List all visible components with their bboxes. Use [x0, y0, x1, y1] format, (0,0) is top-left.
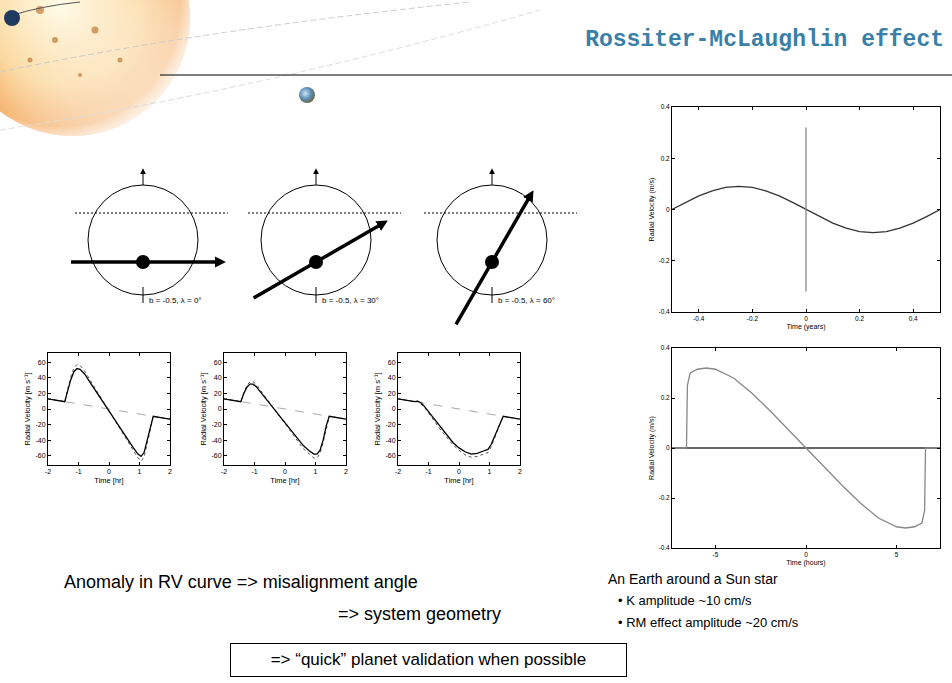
svg-text:-20: -20: [35, 421, 45, 428]
svg-text:0: 0: [804, 315, 808, 322]
svg-text:0: 0: [457, 468, 461, 475]
svg-text:b = -0.5, λ = 30°: b = -0.5, λ = 30°: [322, 296, 379, 305]
svg-text:-0.4: -0.4: [693, 315, 705, 322]
svg-text:-20: -20: [385, 421, 395, 428]
html-text:=> “quick” planet validation w: => “quick” planet validation when possib…: [270, 650, 587, 669]
svg-text:Radial Velocity (m/s): Radial Velocity (m/s): [648, 178, 656, 242]
svg-text:0: 0: [107, 468, 111, 475]
html-text:An Earth around a Sun star: An Earth around a Sun star: [608, 571, 778, 587]
svg-text:1: 1: [488, 468, 492, 475]
html-text:=> system geometry: => system geometry: [338, 604, 502, 624]
svg-text:60: 60: [388, 359, 396, 366]
svg-text:20: 20: [214, 390, 222, 397]
svg-text:-5: -5: [713, 551, 719, 558]
svg-text:0: 0: [666, 206, 670, 213]
svg-text:-40: -40: [385, 437, 395, 444]
svg-text:Time (years): Time (years): [786, 323, 825, 331]
html-text:• K amplitude ~10 cm/s: • K amplitude ~10 cm/s: [618, 593, 752, 608]
svg-text:Time [hr]: Time [hr]: [270, 476, 299, 485]
svg-text:-0.2: -0.2: [658, 494, 670, 501]
svg-text:0.4: 0.4: [909, 315, 918, 322]
svg-text:40: 40: [388, 374, 396, 381]
svg-text:-40: -40: [211, 437, 221, 444]
svg-text:-0.4: -0.4: [658, 308, 670, 315]
svg-text:-1: -1: [425, 468, 431, 475]
svg-text:1: 1: [314, 468, 318, 475]
svg-text:Radial Velocity (m/s): Radial Velocity (m/s): [648, 416, 656, 480]
svg-text:2: 2: [344, 468, 348, 475]
svg-text:20: 20: [388, 390, 396, 397]
svg-text:0: 0: [283, 468, 287, 475]
svg-text:Radial Velocity [m s⁻¹]: Radial Velocity [m s⁻¹]: [23, 372, 32, 445]
svg-text:0: 0: [218, 405, 222, 412]
svg-text:Time (hours): Time (hours): [786, 559, 825, 567]
svg-text:0: 0: [42, 405, 46, 412]
svg-text:Radial Velocity [m s⁻¹]: Radial Velocity [m s⁻¹]: [373, 372, 382, 445]
svg-text:-1: -1: [75, 468, 81, 475]
svg-text:-2: -2: [395, 468, 401, 475]
svg-text:40: 40: [38, 374, 46, 381]
svg-text:Radial Velocity [m s⁻¹]: Radial Velocity [m s⁻¹]: [199, 372, 208, 445]
html-text:Anomaly in RV curve => misalig: Anomaly in RV curve => misalignment angl…: [64, 572, 418, 592]
svg-text:0: 0: [804, 551, 808, 558]
svg-text:-0.2: -0.2: [658, 257, 670, 264]
html-text:Rossiter-McLaughlin effect: Rossiter-McLaughlin effect: [585, 27, 944, 53]
svg-text:0.4: 0.4: [661, 344, 670, 351]
svg-text:-60: -60: [211, 452, 221, 459]
svg-text:0.2: 0.2: [661, 394, 670, 401]
svg-text:0.2: 0.2: [661, 155, 670, 162]
svg-text:-0.4: -0.4: [658, 544, 670, 551]
svg-text:60: 60: [214, 359, 222, 366]
svg-text:40: 40: [214, 374, 222, 381]
svg-text:b = -0.5, λ = 60°: b = -0.5, λ = 60°: [498, 296, 555, 305]
svg-text:-0.2: -0.2: [747, 315, 759, 322]
svg-text:0.2: 0.2: [855, 315, 864, 322]
svg-text:-20: -20: [211, 421, 221, 428]
svg-text:0: 0: [392, 405, 396, 412]
svg-text:20: 20: [38, 390, 46, 397]
svg-text:-2: -2: [45, 468, 51, 475]
svg-text:0.4: 0.4: [661, 103, 670, 110]
svg-text:5: 5: [895, 551, 899, 558]
svg-text:1: 1: [138, 468, 142, 475]
svg-text:-2: -2: [221, 468, 227, 475]
svg-text:60: 60: [38, 359, 46, 366]
svg-text:2: 2: [168, 468, 172, 475]
svg-text:-60: -60: [385, 452, 395, 459]
svg-text:-40: -40: [35, 437, 45, 444]
svg-text:Time [hr]: Time [hr]: [94, 476, 123, 485]
svg-text:0: 0: [666, 444, 670, 451]
svg-text:2: 2: [518, 468, 522, 475]
svg-text:-1: -1: [251, 468, 257, 475]
svg-text:-60: -60: [35, 452, 45, 459]
svg-text:Time [hr]: Time [hr]: [444, 476, 473, 485]
html-text:• RM effect amplitude ~20 cm/s: • RM effect amplitude ~20 cm/s: [618, 615, 799, 630]
svg-text:b = -0.5, λ = 0°: b = -0.5, λ = 0°: [149, 296, 202, 305]
